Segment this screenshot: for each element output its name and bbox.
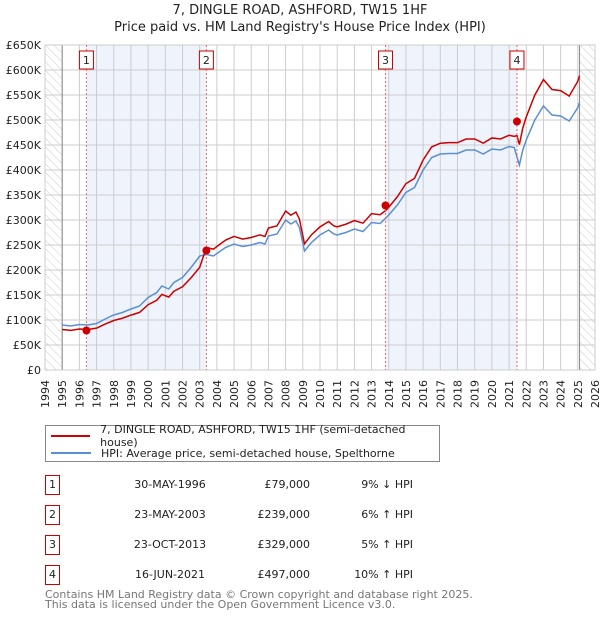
sale-hpi-diff: 6% ↑ HPI [361,508,413,521]
chart-title: 7, DINGLE ROAD, ASHFORD, TW15 1HF [172,3,428,18]
sale-row: 3 23-OCT-2013 £329,000 5% ↑ HPI [45,535,445,555]
y-tick-label: £50K [13,339,42,352]
x-tick-label: 1997 [91,380,104,408]
x-tick-label: 2017 [434,380,447,408]
sale-date: 23-MAY-2003 [134,508,206,521]
sale-number: 1 [45,475,60,495]
x-tick-label: 2014 [383,380,396,408]
sale-label-box [78,50,94,70]
x-tick-label: 1994 [39,380,52,408]
hpi-swatch [51,452,91,454]
sale-label: 2 [203,54,210,67]
x-tick-label: 2006 [245,380,258,408]
sale-hpi-diff: 9% ↓ HPI [361,478,413,491]
x-tick-label: 2013 [366,380,379,408]
sale-label: 1 [83,54,90,67]
footer-licence: This data is licensed under the Open Gov… [45,598,396,611]
y-tick-label: £100K [6,314,42,327]
x-tick-label: 2021 [503,380,516,408]
x-tick-label: 2001 [159,380,172,408]
sale-hpi-diff: 5% ↑ HPI [361,538,413,551]
sale-row: 4 16-JUN-2021 £497,000 10% ↑ HPI [45,565,445,585]
x-tick-label: 2022 [520,380,533,408]
no-data-hatch-right [579,45,595,370]
sale-row: 1 30-MAY-1996 £79,000 9% ↓ HPI [45,475,445,495]
sale-date: 30-MAY-1996 [134,478,206,491]
property-line [62,75,581,332]
sale-hpi-diff: 10% ↑ HPI [354,568,413,581]
shaded-band [385,45,517,370]
sale-number: 2 [45,505,60,525]
x-tick-label: 2015 [400,380,413,408]
sale-label-box [377,50,393,70]
hpi-line [62,102,581,327]
x-tick-label: 2009 [297,380,310,408]
sale-date: 23-OCT-2013 [133,538,207,551]
x-tick-label: 2010 [314,380,327,408]
x-tick-label: 2023 [537,380,550,408]
sale-point [381,201,390,210]
x-tick-label: 2007 [262,380,275,408]
x-tick-label: 2008 [280,380,293,408]
y-tick-label: £650K [6,39,42,52]
y-tick-label: £550K [6,89,42,102]
y-tick-label: £400K [6,164,42,177]
legend-hpi: HPI: Average price, semi-detached house,… [101,446,395,460]
x-tick-label: 1995 [56,380,69,408]
sale-date: 16-JUN-2021 [134,568,206,581]
y-tick-label: £250K [6,239,42,252]
y-tick-label: £600K [6,64,42,77]
sale-price: £329,000 [257,538,311,551]
x-tick-label: 2005 [228,380,241,408]
property-swatch [51,435,91,437]
y-tick-label: £350K [6,189,42,202]
sale-point [512,117,521,126]
plot-border [44,44,596,371]
sale-number: 4 [45,565,60,585]
x-tick-label: 2016 [417,380,430,408]
x-tick-label: 2018 [452,380,465,408]
y-tick-label: £300K [6,214,42,227]
x-tick-label: 2004 [211,380,224,408]
sale-price: £79,000 [264,478,311,491]
x-tick-label: 1998 [108,380,121,408]
x-tick-label: 1996 [73,380,86,408]
x-tick-label: 2020 [486,380,499,408]
x-tick-label: 2002 [177,380,190,408]
footer-copyright: Contains HM Land Registry data © Crown c… [45,588,473,601]
shaded-band [86,45,207,370]
x-tick-label: 1999 [125,380,138,408]
y-tick-label: £450K [6,139,42,152]
chart-subtitle: Price paid vs. HM Land Registry's House … [114,20,486,35]
sale-point [202,246,211,255]
x-tick-label: 2019 [469,380,482,408]
x-tick-label: 2003 [194,380,207,408]
y-tick-label: £200K [6,264,42,277]
sale-price: £239,000 [257,508,311,521]
sale-number: 3 [45,535,60,555]
y-tick-label: £500K [6,114,42,127]
sale-price: £497,000 [257,568,311,581]
no-data-hatch-left [45,45,63,370]
sale-label-box [509,50,525,70]
sale-row: 2 23-MAY-2003 £239,000 6% ↑ HPI [45,505,445,525]
x-tick-label: 2011 [331,380,344,408]
legend-property: 7, DINGLE ROAD, ASHFORD, TW15 1HF (semi-… [100,423,406,449]
x-tick-label: 2024 [555,380,568,408]
x-tick-label: 2026 [589,380,600,408]
y-tick-label: £0 [27,364,41,377]
sale-label-box [198,50,214,70]
x-tick-label: 2025 [572,380,585,408]
legend: 7, DINGLE ROAD, ASHFORD, TW15 1HF (semi-… [45,423,440,462]
sale-label: 4 [513,54,520,67]
sale-label: 3 [382,54,389,67]
y-tick-label: £150K [6,289,42,302]
price-chart: 1994 1995 1996 1997 1998 1999 2000 2001 2002 2003… [6,39,600,408]
x-tick-label: 2000 [142,380,155,408]
x-tick-label: 2012 [348,380,361,408]
sale-point [82,326,91,335]
